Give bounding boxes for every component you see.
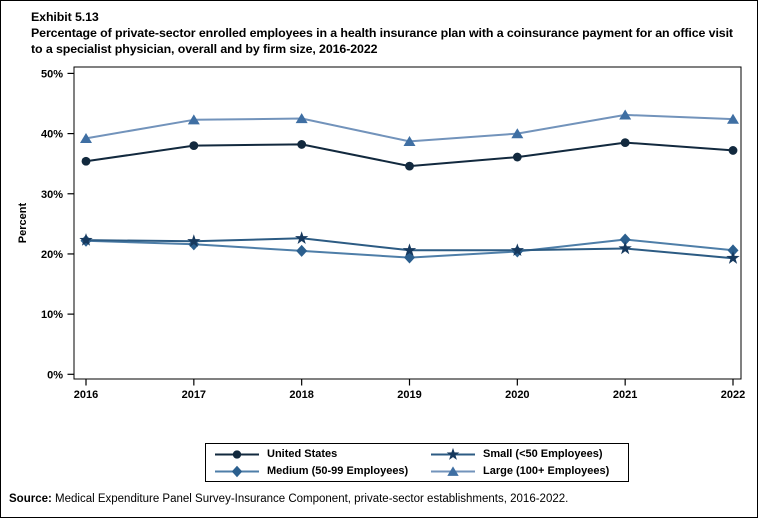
united-states-data-point	[512, 152, 522, 162]
legend-label: Large (100+ Employees)	[483, 465, 610, 477]
series-united-states	[81, 138, 738, 171]
x-tick-label: 2020	[505, 389, 529, 401]
exhibit-number: Exhibit 5.13	[31, 10, 99, 24]
source-label: Source:	[9, 493, 52, 505]
chart-title-block: Exhibit 5.13 Percentage of private-secto…	[31, 9, 737, 57]
x-tick-label: 2018	[289, 389, 313, 401]
x-tick-label: 2021	[613, 389, 637, 401]
diamond-marker-icon	[215, 465, 259, 477]
large-100-employees-data-point	[511, 128, 524, 139]
large-100-employees-data-point	[726, 113, 739, 124]
united-states-data-point	[620, 138, 630, 148]
y-tick-label: 40%	[41, 129, 63, 141]
medium-50-99-employees-data-point	[619, 233, 631, 246]
y-tick-label: 50%	[41, 68, 63, 80]
medium-50-99-employees-data-point	[727, 244, 739, 257]
small-50-employees-data-point	[79, 233, 93, 246]
small-50-employees-data-point	[187, 234, 201, 247]
small-50-employees-data-point	[295, 231, 309, 244]
large-100-employees-data-point	[619, 109, 632, 120]
triangle-marker-icon	[431, 465, 475, 476]
star-marker-icon	[431, 447, 475, 460]
chart-title: Percentage of private-sector enrolled em…	[31, 26, 733, 56]
large-100-employees-data-point	[403, 136, 416, 147]
x-tick-label: 2022	[721, 389, 745, 401]
legend-label: Small (<50 Employees)	[483, 448, 603, 460]
legend-label: United States	[267, 448, 338, 460]
legend-item-united-states: United States	[214, 446, 430, 462]
x-tick-label: 2016	[74, 389, 98, 401]
source-note: Source: Medical Expenditure Panel Survey…	[9, 492, 753, 506]
y-tick-label: 0%	[47, 369, 63, 381]
y-tick-label: 10%	[41, 309, 63, 321]
medium-50-99-employees-data-point	[296, 244, 308, 257]
chart-legend: United States Small (<50 Employees) Medium…	[205, 443, 629, 482]
united-states-data-point	[728, 146, 738, 155]
united-states-data-point	[189, 141, 199, 151]
x-axis: 2016 2017 2018 2019 2020 2021 2022	[74, 379, 745, 401]
y-axis: 0% 10% 20% 30% 40% 50%	[41, 68, 74, 381]
series-large-100-employees	[80, 109, 739, 147]
large-100-employees-data-point	[80, 133, 92, 144]
y-tick-label: 20%	[41, 249, 63, 261]
united-states-data-point	[297, 140, 307, 149]
legend-item-large-100-employees: Large (100+ Employees)	[430, 463, 622, 479]
legend-label: Medium (50-99 Employees)	[267, 465, 409, 477]
united-states-data-point	[81, 156, 91, 166]
y-axis-title: Percent	[17, 202, 29, 243]
medium-50-99-employees-data-point	[403, 251, 415, 264]
source-text: Medical Expenditure Panel Survey-Insuran…	[51, 493, 569, 505]
line-chart: 0% 10% 20% 30% 40% 50% 2016 2017 2018 2019 2020 202…	[17, 66, 745, 401]
small-50-employees-data-point	[618, 241, 632, 255]
legend-item-small-50-employees: Small (<50 Employees)	[430, 446, 622, 462]
x-tick-label: 2019	[397, 389, 421, 401]
circle-marker-icon	[215, 449, 259, 459]
y-tick-label: 30%	[41, 189, 63, 201]
legend-item-medium-50-99-employees: Medium (50-99 Employees)	[214, 463, 430, 479]
large-100-employees-data-point	[187, 114, 200, 125]
united-states-data-point	[405, 161, 414, 171]
small-50-employees-data-point	[510, 243, 524, 256]
plot-frame	[73, 66, 742, 380]
large-100-employees-data-point	[295, 113, 308, 124]
small-50-employees-data-point	[726, 251, 740, 264]
small-50-employees-data-point	[402, 243, 417, 256]
series-small-50-employees	[79, 231, 740, 264]
x-tick-label: 2017	[182, 389, 206, 401]
